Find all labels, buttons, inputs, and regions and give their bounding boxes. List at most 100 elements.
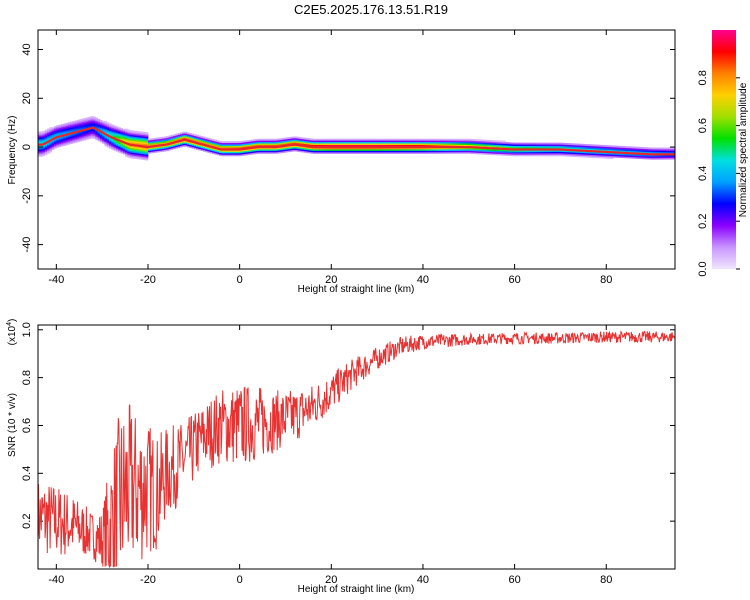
spectrogram-cell bbox=[452, 149, 456, 151]
spectrogram-cell bbox=[535, 149, 538, 152]
spectrogram-cell bbox=[143, 134, 147, 137]
spectrogram-cell bbox=[202, 145, 206, 148]
spectrogram-cell bbox=[141, 141, 144, 144]
spectrogram-cell bbox=[303, 149, 307, 152]
spectrogram-cell bbox=[294, 137, 298, 140]
spectrogram-cell bbox=[329, 143, 332, 146]
spectrogram-cell bbox=[406, 138, 410, 141]
spectrogram-cell bbox=[416, 138, 419, 141]
spectrogram-cell bbox=[196, 146, 199, 149]
spectrogram-cell bbox=[581, 146, 584, 149]
spectrogram-cell bbox=[109, 141, 112, 143]
spectrogram-cell bbox=[104, 124, 108, 126]
spectrogram-cell bbox=[645, 148, 648, 151]
spectrogram-cell bbox=[434, 147, 438, 150]
spectrogram-cell bbox=[147, 143, 151, 145]
spectrogram-cell bbox=[487, 152, 490, 155]
spectrogram-cell bbox=[136, 139, 140, 142]
spectrogram-cell bbox=[95, 138, 98, 141]
spectrogram-cell bbox=[562, 153, 566, 155]
spectrogram-cell bbox=[251, 140, 254, 143]
spectrogram-cell bbox=[274, 141, 277, 144]
spectrogram-cell bbox=[468, 144, 472, 147]
spectrogram-cell bbox=[74, 137, 78, 140]
spectrogram-cell bbox=[301, 140, 305, 143]
spectrogram-cell bbox=[86, 134, 89, 137]
spectrogram-cell bbox=[138, 138, 142, 141]
spectrogram-cell bbox=[390, 150, 394, 153]
spectrogram-cell bbox=[638, 148, 642, 151]
spectrogram-cell bbox=[370, 149, 373, 151]
colorbar-tick-label: 0.8 bbox=[697, 70, 709, 85]
spectrogram-cell bbox=[379, 138, 383, 141]
spectrogram-cell bbox=[445, 147, 449, 150]
spectrogram-cell bbox=[294, 140, 298, 143]
spectrogram-cell bbox=[212, 144, 215, 147]
spectrogram-cell bbox=[175, 137, 179, 140]
spectrogram-cell bbox=[129, 130, 133, 132]
spectrogram-cell bbox=[523, 151, 527, 154]
spectrogram-cell bbox=[134, 135, 137, 137]
spectrogram-cell bbox=[79, 138, 82, 141]
spectrogram-cell bbox=[70, 137, 73, 140]
spectrogram-cell bbox=[567, 153, 570, 156]
spectrogram-cell bbox=[372, 144, 376, 147]
spectrogram-cell bbox=[640, 147, 644, 149]
spectrogram-cell bbox=[264, 151, 268, 154]
spectrogram-cell bbox=[193, 140, 197, 142]
spectrogram-cell bbox=[86, 117, 89, 120]
spectrogram-cell bbox=[477, 151, 481, 153]
spectrogram-cell bbox=[111, 148, 115, 150]
spectrogram-cell bbox=[292, 149, 296, 152]
spectrogram-cell bbox=[115, 146, 119, 149]
spectrogram-cell bbox=[455, 140, 458, 143]
spectrogram-cell bbox=[118, 144, 121, 147]
spectrogram-cell bbox=[67, 141, 71, 144]
spectrogram-cell bbox=[310, 140, 314, 142]
spectrogram-cell bbox=[338, 143, 341, 146]
spectrogram-cell bbox=[326, 138, 330, 141]
spectrogram-cell bbox=[54, 139, 57, 142]
spectrogram-cell bbox=[411, 150, 415, 153]
spectrogram-cell bbox=[608, 157, 612, 159]
spectrogram-cell bbox=[473, 149, 477, 152]
spectrogram-cell bbox=[445, 144, 449, 147]
spectrogram-cell bbox=[88, 122, 92, 125]
spectrogram-cell bbox=[70, 140, 73, 143]
spectrogram-cell bbox=[79, 135, 82, 138]
spectrogram-cell bbox=[565, 144, 568, 147]
spectrogram-cell bbox=[44, 131, 48, 133]
spectrogram-cell bbox=[633, 153, 637, 156]
spectrogram-cell bbox=[349, 141, 353, 144]
spectrogram-cell bbox=[622, 154, 625, 157]
spectrogram-cell bbox=[232, 141, 236, 144]
spectrogram-cell bbox=[49, 128, 53, 131]
spectrogram-cell bbox=[221, 145, 224, 148]
spectrogram-cell bbox=[338, 147, 341, 150]
spectrogram-cell bbox=[283, 149, 286, 152]
spectrogram-cell bbox=[278, 141, 282, 144]
spectrogram-cell bbox=[395, 138, 399, 141]
spectrogram-cell bbox=[99, 137, 103, 140]
spectrogram-cell bbox=[438, 144, 442, 147]
spectrogram-cell bbox=[425, 141, 428, 144]
spectrogram-cell bbox=[345, 147, 348, 150]
spectrogram-cell bbox=[97, 126, 101, 129]
spectrogram-cell bbox=[416, 147, 419, 150]
spectrogram-cell bbox=[555, 151, 559, 154]
spectrogram-cell bbox=[397, 151, 401, 154]
spectrogram-cell bbox=[283, 147, 286, 150]
spectrogram-cell bbox=[147, 151, 151, 154]
spectrogram-cell bbox=[150, 138, 153, 141]
spectrogram-cell bbox=[44, 139, 48, 142]
spectrogram-cell bbox=[51, 147, 55, 150]
spectrogram-cell bbox=[358, 147, 362, 150]
spectrogram-cell bbox=[420, 141, 424, 144]
spectrogram-cell bbox=[90, 136, 94, 139]
spectrogram-cell bbox=[260, 140, 263, 143]
spectrogram-cell bbox=[63, 142, 66, 145]
spectrogram-cell bbox=[118, 136, 121, 138]
spectrogram-cell bbox=[127, 139, 131, 142]
spectrogram-cell bbox=[606, 156, 609, 159]
spectrogram-cell bbox=[576, 143, 580, 146]
